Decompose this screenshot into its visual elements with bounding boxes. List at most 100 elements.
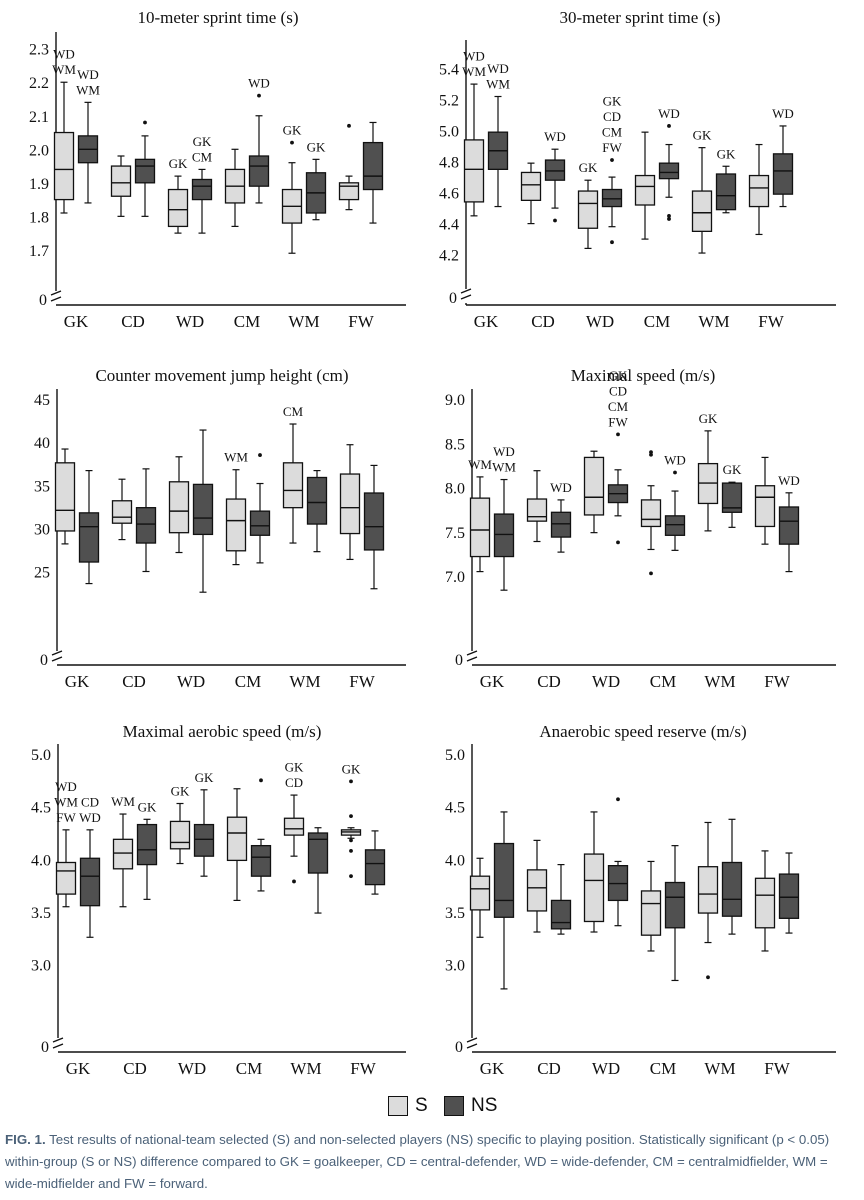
box-ns-fw: [363, 464, 385, 590]
significance-label: WD: [772, 106, 794, 121]
box-iqr: [363, 492, 385, 551]
x-tick-label: CD: [123, 1059, 147, 1078]
box-ns-cd: [136, 818, 158, 900]
box-ns-wm: [307, 827, 329, 914]
box-ns-cd: [550, 863, 572, 935]
significance-label: CD: [603, 109, 621, 124]
outlier-point: [616, 797, 620, 802]
y-tick-label: 1.8: [29, 209, 49, 226]
y-tick-label-zero: 0: [39, 292, 47, 309]
y-tick-label: 2.3: [29, 42, 49, 59]
box-iqr: [307, 832, 329, 874]
x-tick-label: GK: [480, 1059, 505, 1078]
box-ns-cd: [544, 148, 566, 223]
y-tick-label: 2.1: [29, 109, 49, 126]
x-tick-label: FW: [764, 672, 790, 691]
y-tick-label: 4.2: [439, 248, 459, 265]
outlier-point: [706, 975, 710, 980]
significance-label: CD: [81, 794, 99, 809]
significance-label: GK: [699, 411, 718, 426]
chart-title: 30-meter sprint time (s): [560, 8, 721, 27]
box-iqr: [469, 875, 491, 911]
box-s-wd: [168, 456, 190, 554]
outlier-point: [667, 217, 671, 221]
significance-label: GK: [283, 123, 302, 138]
box-ns-gk: [77, 101, 99, 204]
outlier-point: [349, 779, 353, 784]
box-iqr: [364, 849, 386, 886]
legend-item-s: S: [388, 1095, 428, 1117]
y-tick-label-zero: 0: [455, 1039, 463, 1056]
x-tick-label: WD: [176, 312, 204, 331]
y-tick-label: 7.0: [445, 569, 465, 586]
significance-label: WD: [248, 76, 270, 91]
box-iqr: [772, 153, 794, 195]
x-tick-label: CM: [644, 312, 670, 331]
box-s-fw: [754, 850, 776, 952]
axis-break-marker: [52, 1037, 64, 1049]
box-iqr: [134, 158, 156, 184]
legend-label-ns: NS: [471, 1095, 498, 1116]
axis-break-marker: [460, 288, 472, 300]
box-iqr: [493, 513, 515, 558]
y-tick-label: 9.0: [445, 392, 465, 409]
x-tick-label: FW: [758, 312, 784, 331]
box-ns-cm: [248, 93, 270, 204]
outlier-point: [673, 470, 677, 475]
significance-label: CD: [609, 383, 627, 398]
y-tick-label: 4.8: [439, 155, 459, 172]
box-iqr: [112, 838, 134, 870]
box-ns-fw: [778, 492, 800, 573]
box-iqr: [463, 139, 485, 203]
figure-panels: 10-meter sprint time (s) 1.7 1.8 1.9 2.0 2.1 2…: [29, 8, 836, 1078]
x-tick-label: WM: [704, 672, 735, 691]
box-iqr: [469, 497, 491, 558]
box-s-gk: [55, 829, 77, 908]
box-iqr: [306, 476, 328, 525]
box-iqr: [192, 483, 214, 536]
box-s-gk: [53, 81, 75, 214]
significance-label: GK: [138, 799, 157, 814]
significance-label: WM: [492, 460, 516, 475]
x-tick-label: FW: [764, 1059, 790, 1078]
box-iqr: [283, 817, 305, 836]
box-ns-cm: [658, 124, 680, 221]
legend-label-s: S: [415, 1095, 428, 1116]
box-s-cm: [224, 148, 246, 228]
box-iqr: [249, 510, 271, 536]
box-ns-wm: [305, 158, 327, 221]
significance-label: FW: [56, 810, 76, 825]
box-iqr: [339, 473, 361, 535]
significance-label: WM: [468, 457, 492, 472]
y-tick-label: 45: [34, 392, 50, 409]
box-iqr: [658, 162, 680, 180]
chart-panel-6: Anaerobic speed reserve (m/s) 3.0 3.5 4.0 4.…: [445, 722, 836, 1078]
box-iqr: [53, 131, 75, 201]
outlier-point: [649, 571, 653, 576]
significance-label: WD: [658, 106, 680, 121]
box-iqr: [167, 188, 189, 228]
significance-label: GK: [579, 160, 598, 175]
box-iqr: [362, 141, 384, 191]
box-ns-cm: [664, 845, 686, 982]
box-ns-fw: [364, 830, 386, 895]
significance-label: GK: [723, 462, 742, 477]
x-tick-label: GK: [66, 1059, 91, 1078]
y-tick-label: 3.0: [445, 958, 465, 975]
box-s-fw: [754, 456, 776, 545]
x-tick-label: WD: [178, 1059, 206, 1078]
significance-label: WD: [664, 452, 686, 467]
box-s-cm: [640, 450, 662, 576]
box-s-cm: [226, 788, 248, 902]
x-tick-label: CD: [537, 672, 561, 691]
y-tick-label: 5.2: [439, 93, 459, 110]
box-iqr: [79, 857, 101, 907]
significance-label: FW: [602, 140, 622, 155]
box-iqr: [136, 823, 158, 866]
chart-panel-1: 10-meter sprint time (s) 1.7 1.8 1.9 2.0 2.1 2…: [29, 8, 406, 331]
box-ns-gk: [78, 469, 100, 585]
y-tick-label: 25: [34, 565, 50, 582]
box-iqr: [193, 823, 215, 857]
box-iqr: [715, 173, 737, 211]
significance-label: GK: [717, 146, 736, 161]
